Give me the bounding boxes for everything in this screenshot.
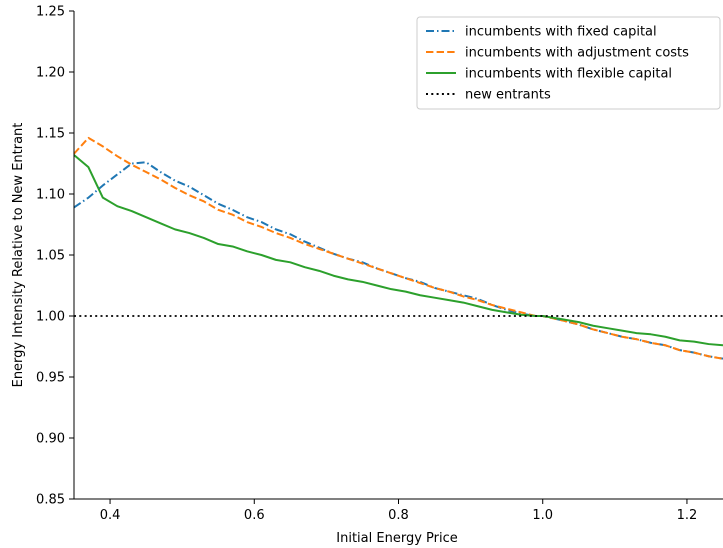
y-axis-label: Energy Intensity Relative to New Entrant: [11, 123, 26, 388]
plot-series: [73, 136, 723, 360]
y-tick-labels: 0.85 0.90 0.95 1.00 1.05 1.10 1.15 1.20 1.25: [36, 5, 65, 508]
y-tick-label: 0.85: [36, 493, 65, 508]
y-tick-label: 1.00: [36, 310, 65, 325]
legend-label-3: new entrants: [465, 88, 551, 103]
x-tick-labels: 0.4 0.6 0.8 1.0 1.2: [100, 508, 698, 523]
y-tick-label: 0.90: [36, 432, 65, 447]
x-tick-label: 0.8: [388, 508, 409, 523]
legend-box: [416, 16, 721, 110]
y-tick-label: 1.15: [36, 127, 65, 142]
y-tick-label: 1.10: [36, 188, 65, 203]
y-tick-label: 1.20: [36, 66, 65, 81]
series-line-1: [73, 136, 723, 360]
x-tick-label: 1.2: [677, 508, 698, 523]
x-tick-label: 0.4: [100, 508, 121, 523]
x-tick-label: 0.6: [244, 508, 265, 523]
y-tick-label: 0.95: [36, 371, 65, 386]
legend-label-1: incumbents with adjustment costs: [465, 46, 689, 61]
y-tick-marks: [69, 10, 74, 500]
legend-label-0: incumbents with fixed capital: [465, 25, 657, 40]
axes-spines: [73, 11, 723, 500]
legend: incumbents with fixed capital incumbents …: [416, 16, 721, 110]
series-line-0: [73, 161, 723, 360]
x-axis-label: Initial Energy Price: [336, 531, 457, 546]
legend-label-2: incumbents with flexible capital: [465, 67, 672, 82]
x-tick-label: 1.0: [532, 508, 553, 523]
y-tick-label: 1.25: [36, 5, 65, 20]
y-tick-label: 1.05: [36, 249, 65, 264]
series-line-2: [73, 154, 723, 347]
x-tick-marks: [109, 499, 688, 504]
